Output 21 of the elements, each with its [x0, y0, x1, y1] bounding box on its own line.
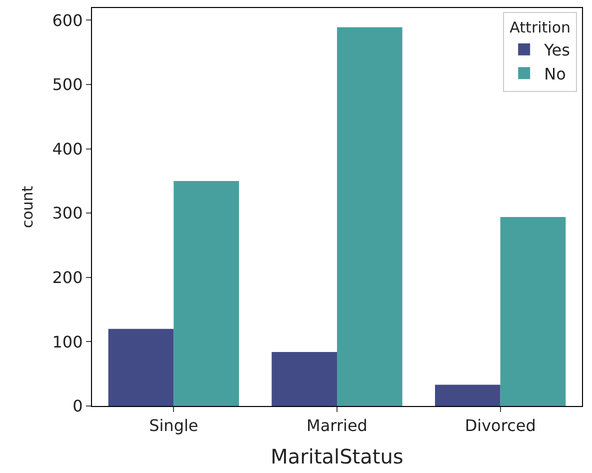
bar [500, 216, 566, 406]
legend-label: Yes [543, 40, 570, 60]
bar [174, 180, 239, 406]
x-tick-label: Married [306, 416, 368, 436]
bar [435, 384, 500, 406]
x-tick-label: Single [149, 416, 198, 436]
bar [108, 328, 174, 406]
y-tick-label: 400 [52, 139, 83, 158]
y-tick-label: 200 [52, 268, 83, 288]
y-tick-label: 600 [52, 10, 83, 30]
x-axis-title: MaritalStatus [270, 444, 404, 469]
x-tick-label: Divorced [464, 416, 536, 436]
y-axis-title: count [18, 186, 37, 228]
bar [272, 352, 337, 406]
y-tick-label: 300 [52, 204, 83, 223]
bar [337, 27, 402, 406]
legend-title: Attrition [510, 18, 571, 36]
y-tick-label: 500 [52, 75, 83, 94]
y-tick-label: 0 [72, 396, 83, 416]
legend-label: No [544, 64, 566, 84]
y-tick-label: 100 [52, 332, 83, 352]
